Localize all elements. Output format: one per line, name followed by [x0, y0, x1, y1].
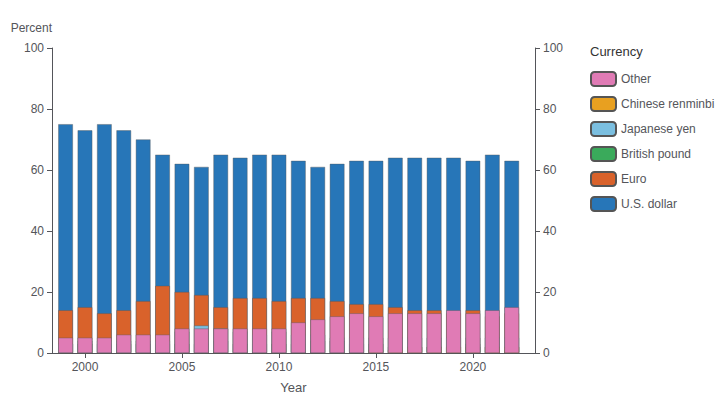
svg-text:20: 20: [543, 285, 557, 299]
svg-text:Euro: Euro: [621, 172, 647, 186]
svg-text:2010: 2010: [266, 360, 293, 374]
svg-text:Percent: Percent: [11, 21, 53, 35]
svg-text:80: 80: [543, 102, 557, 116]
svg-text:2000: 2000: [72, 360, 99, 374]
svg-text:Other: Other: [621, 72, 651, 86]
svg-text:2020: 2020: [460, 360, 487, 374]
svg-text:40: 40: [543, 224, 557, 238]
svg-text:20: 20: [31, 285, 45, 299]
svg-text:80: 80: [31, 102, 45, 116]
svg-text:60: 60: [543, 163, 557, 177]
svg-text:0: 0: [37, 346, 44, 360]
svg-text:British pound: British pound: [621, 147, 691, 161]
svg-text:Japanese yen: Japanese yen: [621, 122, 696, 136]
svg-text:Chinese renminbi: Chinese renminbi: [621, 97, 714, 111]
svg-text:60: 60: [31, 163, 45, 177]
svg-text:100: 100: [24, 41, 44, 55]
svg-text:0: 0: [543, 346, 550, 360]
svg-text:2005: 2005: [169, 360, 196, 374]
svg-text:40: 40: [31, 224, 45, 238]
svg-text:100: 100: [543, 41, 563, 55]
svg-text:U.S. dollar: U.S. dollar: [621, 197, 677, 211]
svg-text:Year: Year: [280, 380, 307, 395]
svg-text:Currency: Currency: [590, 44, 643, 59]
svg-text:2015: 2015: [363, 360, 390, 374]
